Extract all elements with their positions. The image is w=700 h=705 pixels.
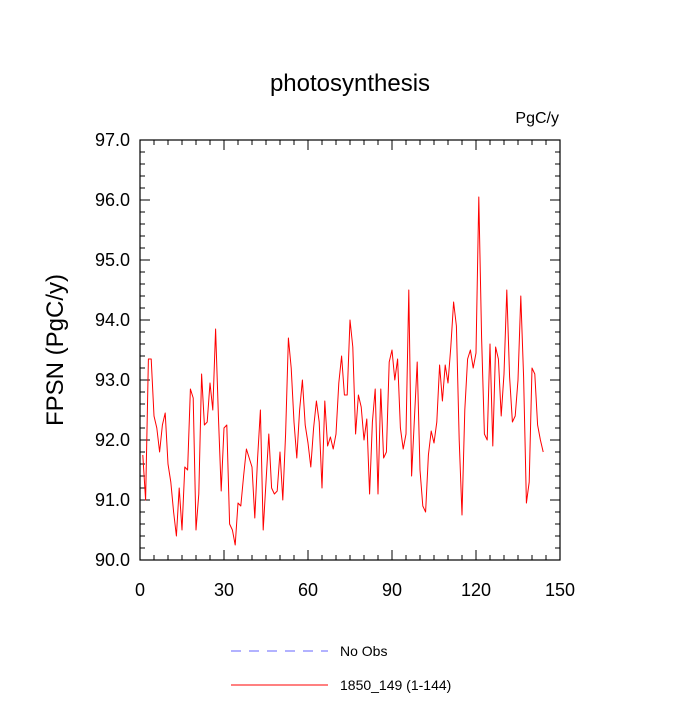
plot-series: [142, 196, 544, 546]
y-tick-label: 91.0: [95, 490, 130, 510]
x-tick-label: 120: [461, 580, 491, 600]
series-line-1850-149: [142, 196, 544, 546]
plot-frame: [139, 139, 561, 561]
x-tick-label: 60: [298, 580, 318, 600]
y-tick-label: 92.0: [95, 430, 130, 450]
legend: No Obs 1850_149 (1-144): [231, 643, 451, 693]
y-tick-label: 93.0: [95, 370, 130, 390]
x-tick-label: 30: [214, 580, 234, 600]
y-tick-label: 97.0: [95, 130, 130, 150]
units-label: PgC/y: [515, 110, 559, 127]
legend-label-no-obs: No Obs: [340, 643, 387, 659]
x-tick-label: 0: [135, 580, 145, 600]
y-tick-label: 94.0: [95, 310, 130, 330]
y-tick-label: 96.0: [95, 190, 130, 210]
x-tick-label: 90: [382, 580, 402, 600]
legend-label-1850-149: 1850_149 (1-144): [340, 677, 451, 693]
y-axis-label: FPSN (PgC/y): [42, 274, 69, 426]
chart-title: photosynthesis: [270, 70, 430, 97]
y-tick-label: 95.0: [95, 250, 130, 270]
y-axis-ticks: 90.0 91.0 92.0 93.0 94.0 95.0 96.0 97.0: [95, 130, 560, 570]
x-tick-label: 150: [545, 580, 575, 600]
y-tick-label: 90.0: [95, 550, 130, 570]
